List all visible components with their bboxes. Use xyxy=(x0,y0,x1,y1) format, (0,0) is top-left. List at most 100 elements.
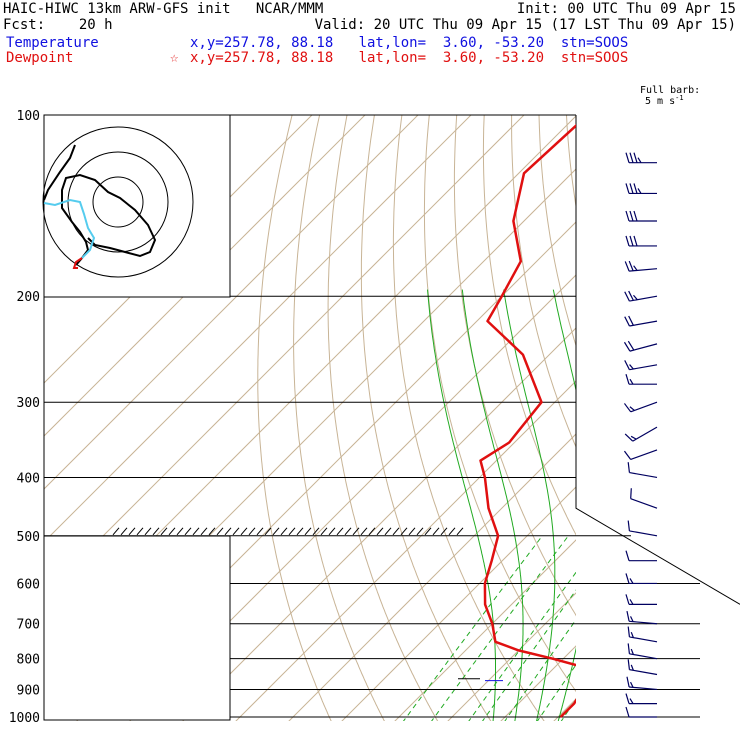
barb-staff xyxy=(632,426,658,442)
wind-barb xyxy=(623,401,658,413)
wind-barb xyxy=(624,360,658,371)
barb-staff xyxy=(629,686,658,691)
barb-staff xyxy=(629,364,658,371)
fcst-label: Fcst: xyxy=(3,17,46,33)
moist-adiabat-line xyxy=(552,289,576,721)
barb-flag xyxy=(623,450,632,460)
isotherm-line xyxy=(44,115,525,596)
isotherm-line xyxy=(447,592,576,721)
barb-flag xyxy=(628,290,634,301)
dry-adiabat-line xyxy=(647,102,740,730)
hatch-mark xyxy=(208,527,216,536)
barb-flag xyxy=(630,664,634,671)
barb-flag xyxy=(627,659,631,670)
barb-flag xyxy=(630,648,634,655)
temperature-legend: Temperature xyxy=(6,35,99,51)
mixing-ratio-line xyxy=(504,618,576,721)
barb-flag xyxy=(624,261,630,272)
hatch-mark xyxy=(320,527,328,536)
barb-flag xyxy=(629,364,634,370)
barb-staff xyxy=(629,530,658,537)
dry-adiabat-line xyxy=(482,115,576,536)
dry-adiabat-line xyxy=(392,115,545,721)
forecast-label: Fcst: 20 h xyxy=(3,17,113,33)
wind-barb xyxy=(627,626,658,643)
barb-flag xyxy=(629,599,634,605)
dry-adiabat-line xyxy=(423,115,576,693)
barb-flag xyxy=(629,616,634,622)
hatch-mark xyxy=(400,527,408,536)
dry-adiabat-line xyxy=(327,115,439,721)
wind-barb xyxy=(625,706,657,718)
hatch-mark xyxy=(256,527,264,536)
barb-flag xyxy=(628,260,634,271)
hatch-mark xyxy=(112,527,120,536)
hatch-mark xyxy=(120,527,128,536)
hatch-mark xyxy=(368,527,376,536)
wind-barb xyxy=(625,374,657,385)
barb-flag xyxy=(629,152,634,163)
barb-flag xyxy=(630,435,637,440)
wind-barb xyxy=(625,550,657,562)
hatch-mark xyxy=(240,527,248,536)
mixing-ratio-line xyxy=(575,536,706,730)
hodograph-lower-trace xyxy=(43,198,96,259)
dry-adiabats xyxy=(257,102,740,730)
hatch-mark xyxy=(416,527,424,536)
barb-flag xyxy=(633,265,638,271)
hatch-mark xyxy=(152,527,160,536)
wind-barb xyxy=(625,594,657,605)
barb-flag xyxy=(629,183,634,194)
dry-adiabat-line xyxy=(257,115,332,721)
hatch-mark xyxy=(280,527,288,536)
hatch-mark xyxy=(136,527,144,536)
dewpoint-marker: ☆ xyxy=(170,50,179,66)
hatch-mark xyxy=(352,527,360,536)
barb-flag xyxy=(637,188,642,194)
isotherm-line xyxy=(44,115,419,490)
mixing-ratio-line xyxy=(482,589,576,721)
wind-barb xyxy=(630,488,658,509)
fcst-value: 20 h xyxy=(78,17,113,33)
hatch-mark xyxy=(392,527,400,536)
barb-legend-sup: -1 xyxy=(675,94,683,102)
barb-flag xyxy=(625,152,630,163)
hatch-mark xyxy=(448,527,456,536)
barb-staff xyxy=(629,343,658,352)
moist-adiabat-line xyxy=(427,289,496,721)
hatch-mark xyxy=(376,527,384,536)
hatch-mark xyxy=(264,527,272,536)
barb-flag xyxy=(633,294,638,301)
pressure-tick-label: 700 xyxy=(17,618,40,633)
moist-adiabat-line xyxy=(619,290,740,730)
moist-adiabat-line xyxy=(461,289,524,721)
mixing-ratio-line xyxy=(591,536,720,730)
hatch-mark xyxy=(360,527,368,536)
barb-staff xyxy=(629,268,658,272)
wind-barb xyxy=(625,235,657,247)
wind-barb xyxy=(624,290,658,302)
hatch-mark xyxy=(408,527,416,536)
barb-legend-line2: 5 m s-1 xyxy=(645,94,684,107)
hatch-mark xyxy=(160,527,168,536)
barb-legend-unit: 5 m s xyxy=(645,96,675,107)
barb-staff xyxy=(629,471,658,479)
wind-barb xyxy=(626,610,658,625)
isotherm-line xyxy=(182,327,576,721)
grid-labels: 100 200 300 400 500 600 700 800 900 1000 xyxy=(9,109,40,726)
barb-flag xyxy=(627,643,631,654)
hodograph-ring xyxy=(67,151,169,253)
moist-adiabat-line xyxy=(577,290,636,730)
hatch-mark xyxy=(296,527,304,536)
barb-flag xyxy=(625,374,630,385)
dewpoint-profile-line xyxy=(479,123,576,718)
dry-adiabat-line xyxy=(620,102,740,730)
barb-flag xyxy=(627,462,631,473)
wind-barb xyxy=(624,426,658,442)
barb-flag xyxy=(629,681,634,688)
hatch-mark xyxy=(192,527,200,536)
barb-flag xyxy=(625,706,630,718)
hatch-mark xyxy=(312,527,320,536)
isotherm-line xyxy=(44,115,472,543)
